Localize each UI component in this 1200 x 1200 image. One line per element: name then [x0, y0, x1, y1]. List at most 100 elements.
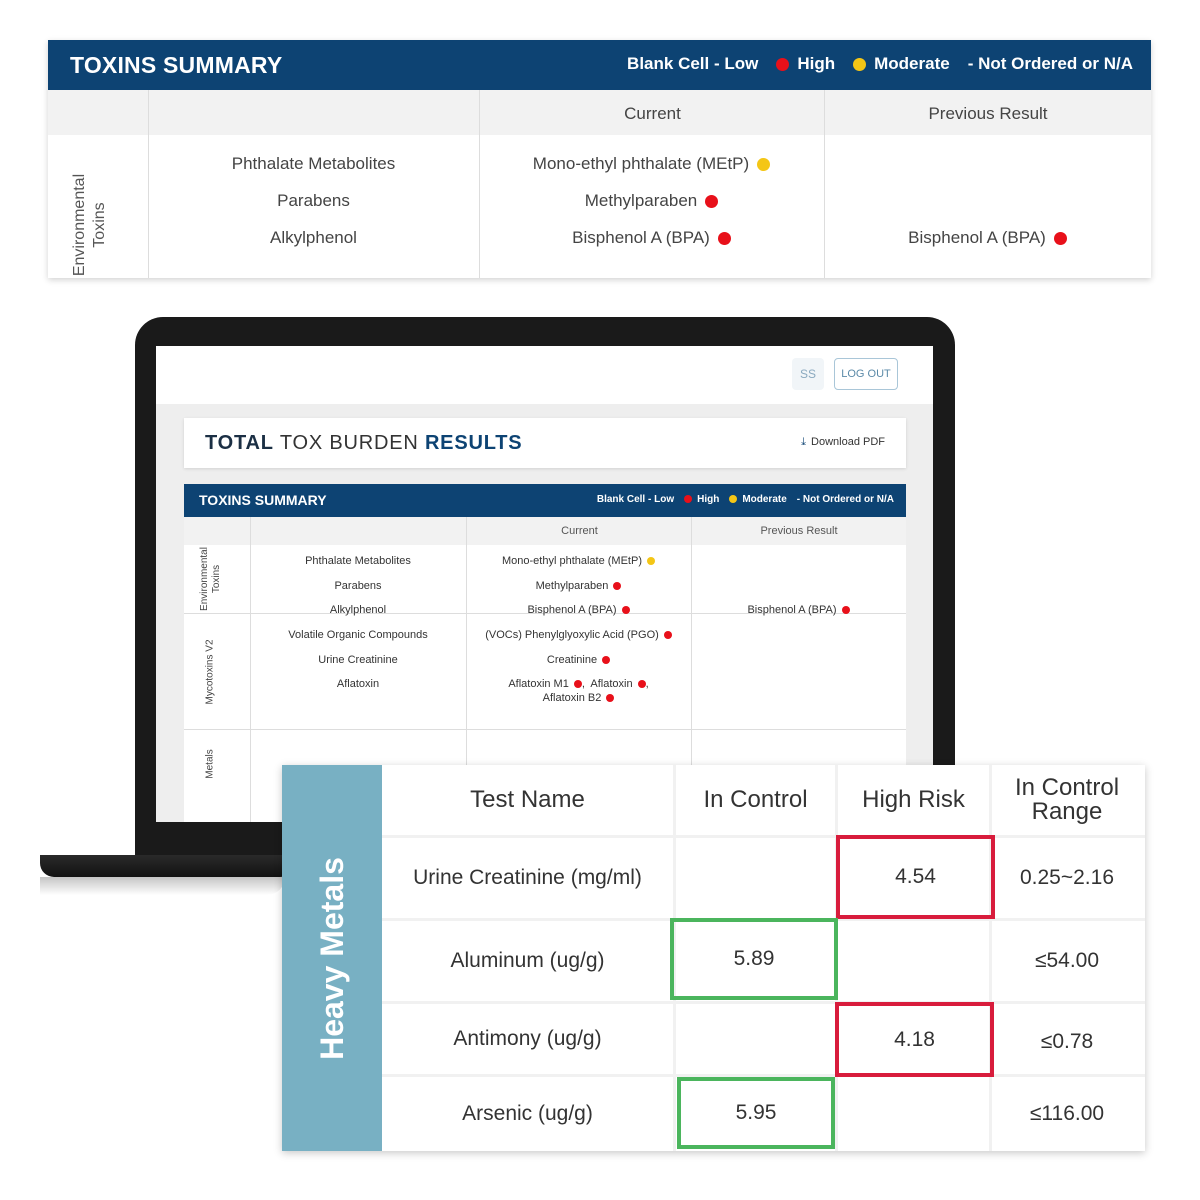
list-item: Alkylphenol: [270, 228, 357, 247]
list-item: Bisphenol A (BPA): [479, 219, 824, 256]
table-row-name: Aluminum (ug/g): [450, 949, 605, 972]
list-item: Phthalate Metabolites: [305, 555, 411, 567]
legend-not-ordered-label: - Not Ordered or N/A: [796, 494, 894, 505]
divider: [673, 765, 676, 1151]
legend-moderate: Moderate: [729, 494, 787, 505]
list-item: Aflatoxin: [336, 678, 380, 690]
list-item: Volatile Organic Compounds: [288, 629, 428, 641]
legend-not-ordered: - Not Ordered or N/A: [968, 54, 1133, 74]
laptop-base: [40, 855, 290, 877]
list-item: Bisphenol A (BPA): [466, 598, 691, 623]
list-item: [824, 145, 1151, 182]
legend-high-label: High: [797, 54, 836, 73]
download-pdf-button[interactable]: ⤓ Download PDF: [801, 436, 885, 448]
high-dot-icon: [776, 57, 790, 71]
column-previous: Previous Result: [928, 104, 1048, 123]
in-control-value: 5.95: [677, 1077, 835, 1149]
legend-moderate-label: Moderate: [874, 54, 950, 73]
summary-title: TOXINS SUMMARY: [70, 52, 283, 78]
high-dot-icon: [705, 195, 719, 209]
group-label-metals: Metals: [204, 749, 216, 779]
divider: [382, 835, 1145, 838]
column-high-risk: High Risk: [862, 786, 965, 813]
column-current: Current: [624, 104, 681, 123]
high-dot-icon: [613, 581, 622, 590]
group-label-environmental-toxins: Environmental Toxins: [71, 173, 108, 277]
category-list: Volatile Organic Compounds Urine Creatin…: [250, 623, 466, 697]
group-label-mycotoxins: Mycotoxins V2: [205, 639, 216, 705]
high-dot-icon: [717, 232, 731, 246]
heavy-metals-card: Heavy Metals Test Name In Control High R…: [282, 765, 1145, 1151]
column-in-control: In Control: [703, 786, 808, 813]
high-dot-icon: [841, 606, 850, 615]
current-list: (VOCs) Phenylglyoxylic Acid (PGO) Creati…: [466, 623, 691, 705]
divider: [148, 90, 149, 278]
range-value: 0.25~2.16: [1019, 866, 1114, 889]
divider: [989, 765, 992, 1151]
group-label-environmental-toxins: Environmental Toxins: [199, 547, 223, 611]
previous-list: Bisphenol A (BPA): [691, 549, 906, 623]
page-title: TOTAL TOX BURDEN RESULTS: [205, 432, 523, 454]
list-item: Urine Creatinine: [318, 653, 398, 666]
current-list: Mono-ethyl phthalate (MEtP) Methylparabe…: [466, 549, 691, 623]
legend-not-ordered-label: - Not Ordered or N/A: [967, 54, 1133, 73]
high-dot-icon: [1053, 232, 1067, 246]
column-header-row: Current Previous Result: [48, 90, 1151, 135]
table-row-name: Antimony (ug/g): [453, 1027, 602, 1050]
list-item: Phthalate Metabolites: [231, 154, 396, 173]
legend-low-label: Blank Cell - Low: [596, 494, 675, 505]
summary-header: TOXINS SUMMARY Blank Cell - Low High Mod…: [48, 40, 1151, 90]
list-item: Aflatoxin B2: [466, 691, 691, 705]
heavy-metals-label: Heavy Metals: [282, 765, 382, 1151]
high-dot-icon: [663, 631, 672, 640]
divider: [824, 90, 825, 278]
moderate-dot-icon: [729, 495, 738, 504]
app-topbar: SS LOG OUT: [156, 346, 933, 404]
mini-column-header-row: Current Previous Result: [184, 517, 906, 545]
legend-low-label: Blank Cell - Low: [627, 54, 759, 73]
moderate-dot-icon: [853, 57, 867, 71]
logout-button[interactable]: LOG OUT: [834, 358, 898, 390]
range-value: ≤54.00: [1034, 949, 1100, 972]
divider: [479, 90, 480, 278]
list-item: Bisphenol A (BPA): [691, 598, 906, 623]
moderate-dot-icon: [757, 158, 771, 172]
table-row-name: Arsenic (ug/g): [462, 1102, 593, 1125]
current-list: Mono-ethyl phthalate (MEtP) Methylparabe…: [479, 145, 824, 256]
download-icon: ⤓: [801, 436, 807, 448]
legend-low: Blank Cell - Low: [627, 54, 758, 74]
list-item: Aflatoxin M1, Aflatoxin,: [508, 678, 649, 690]
list-item: Creatinine: [466, 648, 691, 673]
divider: [184, 613, 906, 614]
mini-summary-title: TOXINS SUMMARY: [199, 492, 327, 508]
mini-summary-header: TOXINS SUMMARY Blank Cell - Low High Mod…: [184, 484, 906, 517]
list-item: Bisphenol A (BPA): [824, 219, 1151, 256]
divider: [382, 1074, 1145, 1077]
high-dot-icon: [621, 606, 630, 615]
legend: Blank Cell - Low High Moderate - Not Ord…: [627, 54, 1133, 74]
range-value: ≤116.00: [1029, 1102, 1105, 1125]
laptop-lip: [40, 877, 285, 895]
in-control-value: 5.89: [670, 918, 838, 1000]
previous-list: Bisphenol A (BPA): [824, 145, 1151, 256]
high-dot-icon: [606, 693, 615, 702]
column-in-control-range: In Control Range: [1014, 774, 1120, 825]
moderate-dot-icon: [647, 557, 655, 566]
mini-legend: Blank Cell - Low High Moderate - Not Ord…: [597, 494, 894, 505]
laptop-screen: SS LOG OUT TOTAL TOX BURDEN RESULTS ⤓ Dow…: [156, 346, 933, 822]
results-header-card: TOTAL TOX BURDEN RESULTS ⤓ Download PDF: [184, 418, 906, 468]
user-avatar[interactable]: SS: [792, 358, 824, 390]
list-item: (VOCs) Phenylglyoxylic Acid (PGO): [466, 623, 691, 648]
category-list: Phthalate Metabolites Parabens Alkylphen…: [250, 549, 466, 623]
list-item: Mono-ethyl phthalate (MEtP): [466, 549, 691, 574]
category-list: Phthalate Metabolites Parabens Alkylphen…: [148, 145, 479, 256]
list-item: [824, 182, 1151, 219]
divider: [184, 729, 906, 730]
high-dot-icon: [573, 680, 582, 689]
high-dot-icon: [602, 655, 611, 664]
high-dot-icon: [684, 495, 693, 504]
list-item: Parabens: [277, 191, 350, 210]
legend-high: High: [684, 494, 719, 505]
column-current: Current: [561, 525, 598, 537]
high-risk-value: 4.54: [836, 835, 995, 919]
